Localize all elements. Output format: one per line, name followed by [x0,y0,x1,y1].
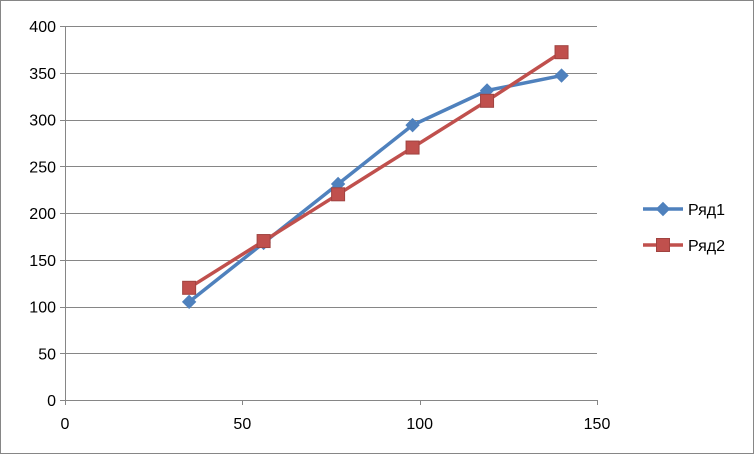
y-tick-label-300: 300 [29,113,56,130]
y-tick-label-200: 200 [29,206,56,223]
y-tick-label-50: 50 [38,346,56,363]
series-2-point-5 [480,93,495,108]
series-1-point-4 [405,117,420,133]
series-2-line [187,50,564,290]
series-1-line [187,73,564,304]
series-2-point-3 [331,187,346,202]
axes [60,26,598,405]
legend-swatch-marker-1 [655,201,671,217]
plot-series [181,45,569,310]
series-1 [181,68,569,310]
legend-label-2: Ряд2 [688,238,725,255]
y-tick-label-350: 350 [29,66,56,83]
gridlines [65,26,597,354]
series-2-point-1 [182,280,197,295]
legend-swatch-marker-2 [656,238,670,252]
series-1-point-1 [181,294,197,310]
series-1-point-6 [554,68,569,83]
legend-entry-2: Ряд2 [643,238,725,255]
y-tick-label-100: 100 [29,300,56,317]
series-2-point-2 [256,234,271,249]
series-2 [182,45,569,295]
legend-label-1: Ряд1 [688,202,725,219]
y-tick-label-250: 250 [29,159,56,176]
x-tick-label-0: 0 [61,416,70,433]
x-tick-label-100: 100 [406,416,433,433]
series-2-point-4 [405,140,420,155]
legend: Ряд1 Ряд2 [643,201,725,255]
tick-labels: 0 50 100 150 200 250 300 350 400 0 50 100 150 [29,19,610,433]
x-tick-label-150: 150 [584,416,611,433]
x-tick-label-50: 50 [233,416,251,433]
y-tick-label-150: 150 [29,253,56,270]
series-2-point-6 [554,45,569,60]
y-tick-label-0: 0 [47,393,56,410]
legend-entry-1: Ряд1 [643,201,725,219]
y-tick-label-400: 400 [29,19,56,36]
